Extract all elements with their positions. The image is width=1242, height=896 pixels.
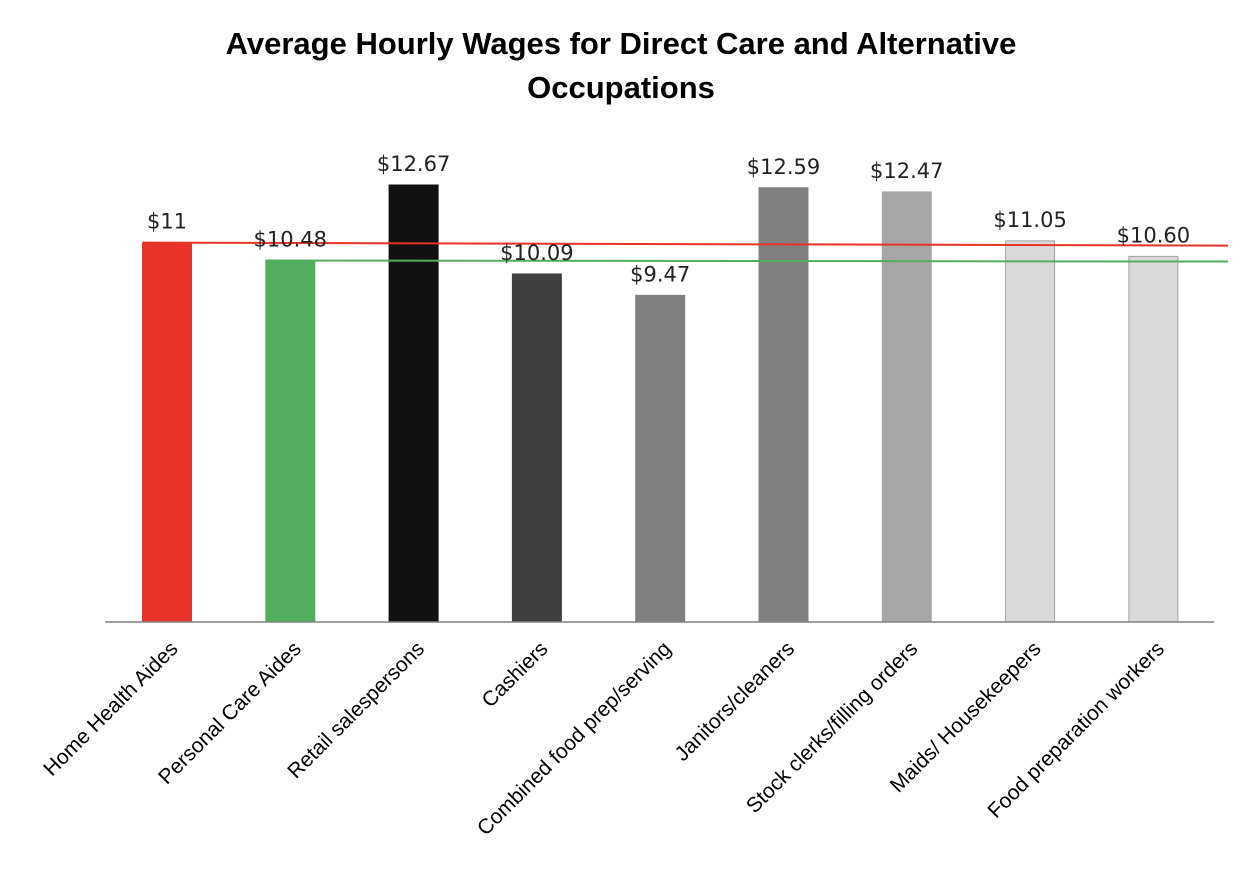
value-label-janitors-cleaners: $12.59 <box>747 155 820 179</box>
bar-personal-care-aides <box>265 260 316 623</box>
reference-line-personal-care-aides <box>265 259 1229 263</box>
bar-home-health-aides <box>142 242 192 623</box>
bar-combined-food-prep-serving <box>635 294 686 623</box>
value-label-combined-food-prep-serving: $9.47 <box>630 262 690 286</box>
value-label-home-health-aides: $11 <box>147 210 187 234</box>
category-label-janitors-cleaners: Janitors/cleaners <box>671 637 800 766</box>
bar-food-preparation-workers <box>1128 255 1179 623</box>
value-label-maids-housekeepers: $11.05 <box>993 208 1066 232</box>
value-label-retail-salespersons: $12.67 <box>377 152 450 176</box>
bar-cashiers <box>511 273 562 623</box>
value-label-stock-clerks-filling-orders: $12.47 <box>870 159 943 183</box>
bar-maids-housekeepers <box>1005 240 1056 623</box>
category-label-combined-food-prep-serving: Combined food prep/serving <box>473 637 676 840</box>
bar-janitors-cleaners <box>758 187 809 623</box>
category-label-home-health-aides: Home Health Aides <box>39 637 182 780</box>
value-label-personal-care-aides: $10.48 <box>254 228 327 252</box>
category-label-retail-salespersons: Retail salespersons <box>283 637 429 783</box>
value-labels-group: $11 $10.48 $12.67 $10.09 $9.47 $12.59 $12.47 $1… <box>147 152 1190 286</box>
category-label-cashiers: Cashiers <box>478 637 553 712</box>
reference-lines-group <box>142 241 1229 263</box>
value-label-food-preparation-workers: $10.60 <box>1117 223 1190 247</box>
chart-title: Average Hourly Wages for Direct Care and… <box>0 22 1242 110</box>
chart-title-line-1: Average Hourly Wages for Direct Care and… <box>225 26 1017 61</box>
reference-line-home-health-aides <box>142 241 1229 247</box>
bar-retail-salespersons <box>388 184 439 623</box>
value-label-cashiers: $10.09 <box>500 241 573 265</box>
bar-stock-clerks-filling-orders <box>881 191 932 623</box>
chart-title-line-2: Occupations <box>527 70 715 105</box>
